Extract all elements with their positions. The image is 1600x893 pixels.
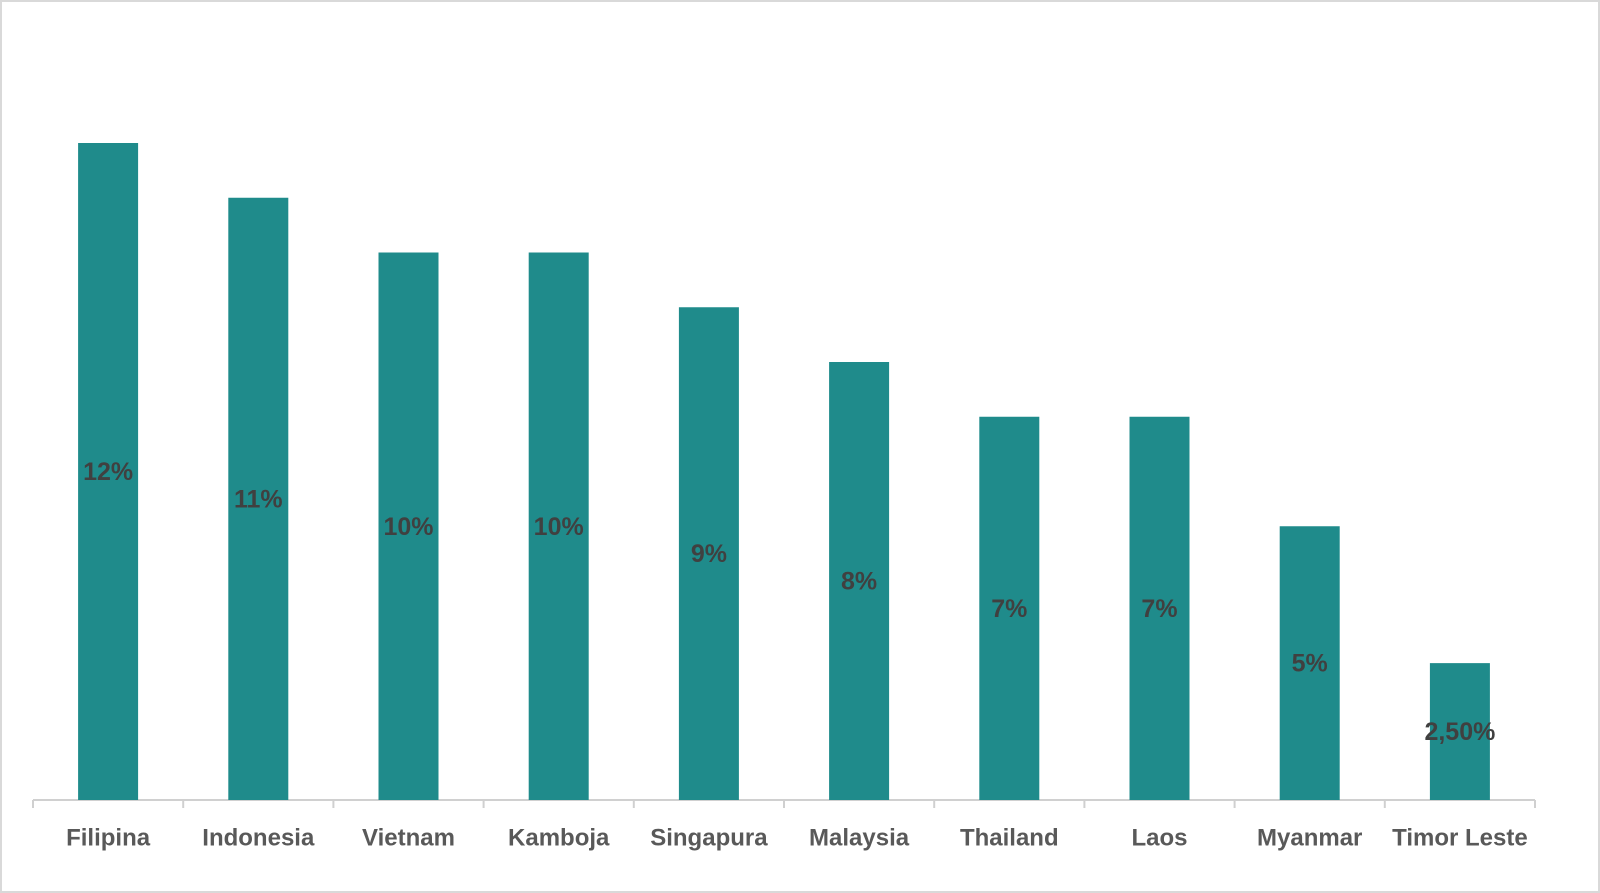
bar [1129,416,1190,800]
x-tick-label: Timor Leste [1392,824,1528,851]
x-tick-label: Malaysia [809,824,910,851]
bar [979,416,1040,800]
bar [1279,526,1340,800]
bar [678,307,739,800]
x-tick-label: Laos [1131,824,1187,851]
bar [378,252,439,800]
bar [1429,663,1490,800]
x-tick-label: Vietnam [362,824,455,851]
value-label: 7% [1141,595,1177,623]
value-label: 5% [1292,650,1328,678]
bar [78,143,139,800]
value-label: 7% [991,595,1027,623]
x-tick-label: Filipina [66,824,151,851]
value-label: 10% [383,513,433,541]
x-tick-label: Myanmar [1257,824,1362,851]
value-label: 10% [534,513,584,541]
value-label: 8% [841,568,877,596]
x-tick-label: Indonesia [202,824,315,851]
x-tick-label: Kamboja [508,824,610,851]
value-label: 2,50% [1424,718,1495,746]
value-label: 9% [691,540,727,568]
bar [528,252,589,800]
value-label: 12% [83,458,133,486]
bar [228,197,289,800]
x-tick-label: Thailand [960,824,1059,851]
x-tick-label: Singapura [650,824,768,851]
value-label: 11% [234,485,283,513]
bar [829,362,890,800]
